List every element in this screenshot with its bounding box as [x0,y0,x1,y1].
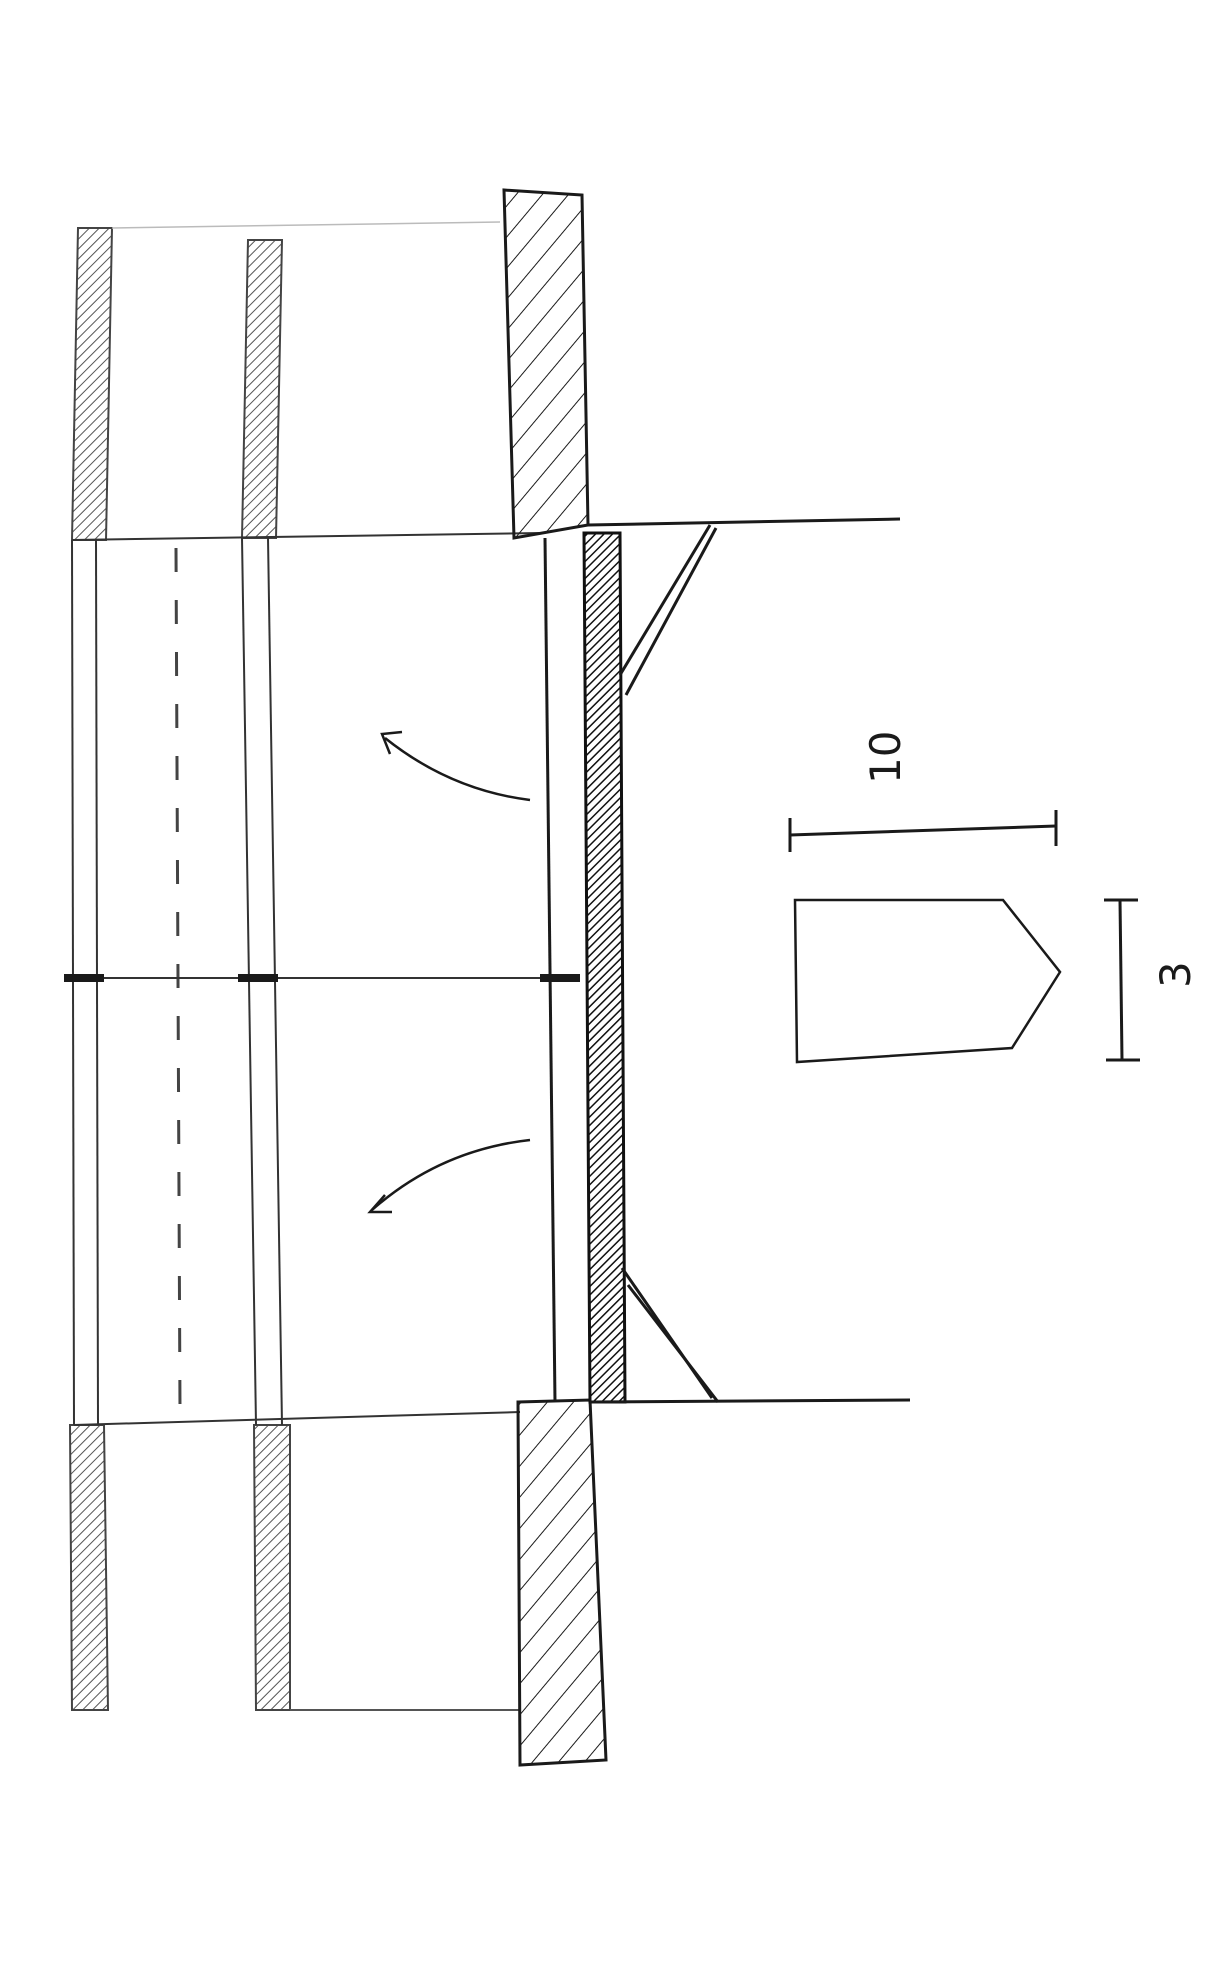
arrow-curve-upper [384,737,531,802]
inner-wall-bottom-segment [252,1424,291,1711]
left-wall-edge-line-inner [95,539,99,1426]
pointed-module-outline [793,898,1062,1064]
height-dimension-label: 3 [1151,961,1200,988]
boundary-line-top [587,517,901,527]
left-outer-wall [68,227,114,1711]
top-strut-line-b [624,527,718,696]
bracing-struts [618,524,720,1403]
outer-boundary-lines [587,517,911,1404]
boundary-line-bottom [589,1398,911,1404]
wall-joint-inner [238,974,278,982]
cross-line-top [71,532,541,541]
thick-wall-bottom-block [516,1398,608,1767]
wall-joint-right [540,974,580,982]
cross-lines [64,221,580,1711]
module-detail: 10 3 [788,731,1200,1064]
thick-wall-left-edge [543,537,557,1403]
hatched-column-band [582,531,627,1404]
arrow-head-upper [380,730,403,755]
wall-joint-left [64,974,104,982]
thick-wall-top-block [502,188,590,540]
faint-top-line [111,221,501,229]
cross-line-bottom [73,1411,521,1426]
height-dimension-line [1118,899,1124,1061]
top-strut-line-a [618,524,712,676]
arrow-head-lower [367,1194,392,1214]
bottom-strut-line-b [626,1284,720,1403]
left-outer-wall-top-segment [70,227,114,541]
direction-arrows [367,730,531,1214]
left-outer-wall-bottom-segment [68,1424,110,1711]
right-thick-wall [502,188,608,1767]
left-wall-edge-line-outer [71,539,75,1426]
width-dimension-label: 10 [861,731,910,784]
inner-wall-top-segment [240,239,284,539]
dense-hatched-strip [582,531,627,1404]
arrow-curve-lower [371,1138,531,1211]
width-dimension-line [789,824,1057,837]
